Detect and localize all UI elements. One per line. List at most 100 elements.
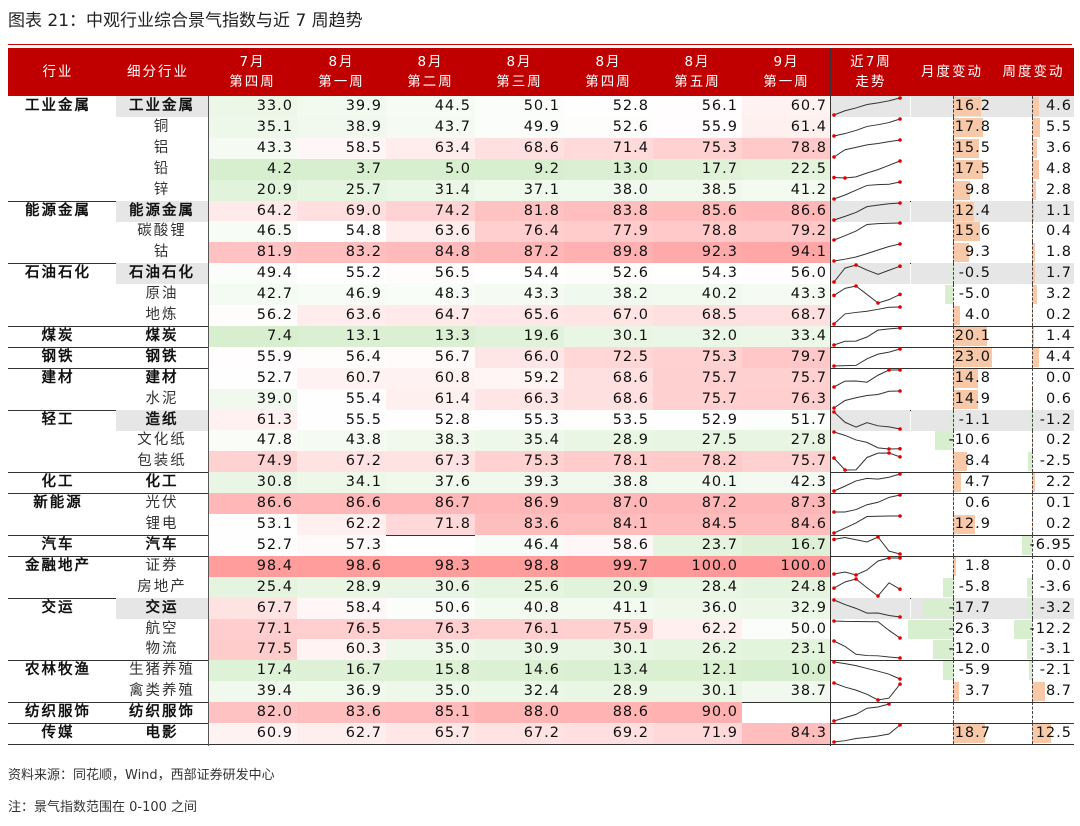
index-cell: 47.8 <box>208 430 297 452</box>
table-row: 铅 4.2 3.7 5.0 9.2 13.0 17.7 22.5 17.5 4.8 <box>8 158 1074 180</box>
table-row: 农林牧渔 生猪养殖 17.4 16.7 15.8 14.6 13.4 12.1 10.0 -5.9… <box>8 660 1074 682</box>
month-change-bar <box>953 180 970 200</box>
sparkline-line <box>833 97 901 116</box>
index-cell: 35.0 <box>386 639 475 661</box>
week-change-bar <box>1032 264 1035 284</box>
sparkline-marker <box>876 535 880 539</box>
index-cell: 66.3 <box>475 388 564 410</box>
sparkline-marker <box>832 293 836 298</box>
month-change-bar <box>953 473 961 493</box>
zero-axis <box>1032 388 1033 410</box>
header-trend-text: 近7周 <box>850 54 892 70</box>
week-change-bar <box>1032 180 1037 200</box>
sparkline <box>830 409 910 431</box>
month-change-cell: -1.1 <box>911 409 993 431</box>
index-cell: 40.2 <box>653 284 742 306</box>
index-cell: 76.5 <box>297 618 386 640</box>
index-cell: 71.8 <box>386 514 475 535</box>
week-change-cell: 0.4 <box>993 221 1074 243</box>
zero-axis <box>953 96 954 117</box>
zero-axis <box>953 597 954 619</box>
index-cell: 27.5 <box>653 430 742 452</box>
index-cell: 68.6 <box>475 137 564 159</box>
sub-industry-label: 锂电 <box>145 516 179 532</box>
index-cell: 39.3 <box>475 472 564 494</box>
month-change-cell: -17.7 <box>911 597 993 619</box>
sparkline-marker <box>832 571 836 576</box>
sparkline-marker <box>887 367 891 372</box>
week-change-bar <box>1026 577 1032 597</box>
zero-axis <box>953 221 954 243</box>
index-cell: 43.7 <box>386 116 475 138</box>
week-change-cell: 1.4 <box>993 325 1074 347</box>
month-change-value: -5.8 <box>958 578 991 595</box>
index-cell: 30.8 <box>208 472 297 494</box>
week-change-cell: 12.5 <box>993 723 1074 744</box>
week-change-cell: 0.0 <box>993 555 1074 577</box>
week-change-bar <box>1032 117 1041 137</box>
index-cell: 86.7 <box>386 493 475 515</box>
index-cell: 10.0 <box>742 660 831 682</box>
sparkline-marker <box>832 384 836 389</box>
index-cell: 78.8 <box>742 137 831 159</box>
sub-industry-label: 煤炭 <box>145 327 179 344</box>
index-cell: 25.4 <box>208 576 297 598</box>
month-change-value: 18.7 <box>954 725 991 741</box>
zero-axis <box>953 430 954 452</box>
table-row: 煤炭 煤炭 7.4 13.1 13.3 19.6 30.1 32.0 33.4 20.1 1.4 <box>8 325 1074 347</box>
sub-industry-label: 交运 <box>116 597 208 619</box>
week-change-value: 4.8 <box>1045 160 1072 177</box>
sparkline-line <box>833 599 901 618</box>
month-change-cell: 12.9 <box>911 514 993 535</box>
title-rule <box>8 44 1072 45</box>
week-change-cell: 2.8 <box>993 179 1074 201</box>
sub-industry-label: 航空 <box>145 620 179 637</box>
sparkline-line <box>833 431 901 450</box>
index-cell: 56.4 <box>297 346 386 368</box>
index-cell: 98.4 <box>208 555 297 577</box>
index-cell: 46.9 <box>297 284 386 306</box>
sparkline-line <box>833 724 901 743</box>
week-change-value: -2.5 <box>1039 453 1072 470</box>
index-cell: 40.8 <box>475 597 564 619</box>
month-change-cell: 16.2 <box>911 96 993 117</box>
month-change-cell: 12.4 <box>911 200 993 222</box>
header-week-5: 8月 第五周 <box>653 48 742 96</box>
zero-axis <box>1032 116 1033 138</box>
sub-industry-label: 铝 <box>153 139 171 156</box>
index-cell: 75.9 <box>564 618 653 640</box>
week-change-value: 0.2 <box>1045 516 1072 532</box>
sparkline-marker <box>832 489 836 493</box>
week-change-value: 2.8 <box>1045 181 1072 198</box>
index-cell: 24.8 <box>742 576 831 598</box>
index-cell: 38.3 <box>386 430 475 452</box>
sparkline-marker <box>832 430 836 435</box>
sparkline <box>830 284 910 305</box>
sparkline-marker <box>832 719 836 723</box>
index-cell: 75.3 <box>653 137 742 159</box>
week-change-value: 1.7 <box>1045 265 1072 282</box>
index-cell: 56.1 <box>653 96 742 117</box>
sparkline-marker <box>898 137 902 142</box>
week-change-value: -3.6 <box>1039 578 1072 595</box>
sub-industry-label: 石油石化 <box>116 263 208 285</box>
index-cell: 28.9 <box>564 430 653 452</box>
index-cell: 60.7 <box>742 96 831 117</box>
industry-label: 传媒 <box>41 725 75 741</box>
sparkline-line <box>833 222 901 241</box>
index-cell: 13.1 <box>297 325 386 347</box>
index-cell: 44.5 <box>386 96 475 117</box>
zero-axis <box>1032 242 1033 264</box>
sparkline-line <box>833 348 901 367</box>
index-cell: 86.6 <box>208 493 297 515</box>
index-cell: 17.7 <box>653 158 742 180</box>
sparkline-svg <box>832 200 902 222</box>
week-change-bar <box>1032 243 1035 263</box>
index-cell: 64.7 <box>386 305 475 326</box>
month-change-cell: -26.3 <box>908 618 993 640</box>
sparkline-marker <box>898 305 902 309</box>
sparkline-marker <box>898 682 902 687</box>
sub-industry-label: 钴 <box>153 244 171 261</box>
index-cell: 37.1 <box>475 179 564 201</box>
